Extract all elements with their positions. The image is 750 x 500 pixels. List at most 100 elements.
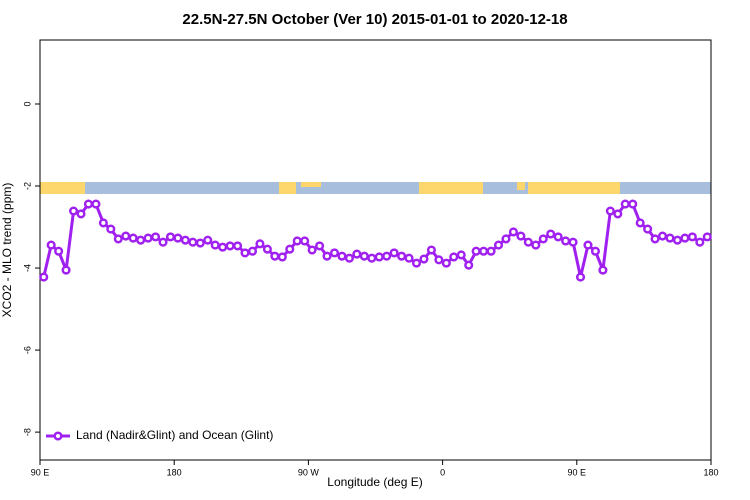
data-point: [546, 229, 556, 239]
data-point: [233, 241, 243, 251]
data-point: [680, 233, 690, 243]
data-point: [672, 235, 683, 245]
data-point: [479, 246, 489, 256]
data-point: [426, 245, 436, 255]
data-point: [83, 199, 94, 209]
data-point: [151, 232, 161, 242]
data-point: [225, 241, 235, 251]
data-point: [344, 253, 354, 263]
data-point: [523, 237, 533, 247]
data-point: [568, 237, 578, 247]
data-point: [367, 253, 377, 263]
y-tick-label: -8: [22, 428, 32, 436]
data-point: [128, 233, 138, 243]
data-point: [203, 235, 213, 245]
legend-label: Land (Nadir&Glint) and Ocean (Glint): [76, 428, 273, 442]
data-point: [613, 209, 623, 219]
data-point: [650, 234, 660, 244]
data-point: [46, 240, 56, 250]
data-point: [508, 227, 518, 237]
data-point: [605, 206, 615, 216]
data-point: [165, 232, 176, 242]
y-axis-label: XCO2 - MLO trend (ppm): [0, 183, 14, 318]
data-point: [218, 242, 228, 252]
y-tick-label: 0: [22, 101, 32, 106]
chart-title: 22.5N-27.5N October (Ver 10) 2015-01-01 …: [182, 11, 567, 28]
data-point: [516, 231, 526, 241]
data-point: [69, 206, 79, 216]
data-point: [419, 254, 429, 264]
data-point: [247, 246, 258, 256]
data-point: [397, 251, 407, 261]
data-point: [106, 224, 116, 234]
data-point: [382, 251, 392, 261]
data-point: [628, 199, 638, 209]
data-point: [210, 240, 220, 250]
data-point: [665, 233, 675, 243]
data-point: [188, 237, 198, 247]
data-point: [434, 255, 444, 265]
data-point: [456, 250, 466, 260]
y-tick-label: -4: [22, 264, 32, 272]
data-point: [195, 238, 205, 248]
data-point: [695, 237, 705, 247]
x-tick-label: 90 W: [298, 467, 320, 477]
data-point: [553, 232, 563, 242]
x-tick-label: 180: [167, 467, 182, 477]
data-point: [687, 232, 697, 242]
data-point: [158, 237, 168, 247]
land-mask-strip: [40, 182, 711, 194]
data-point: [352, 249, 362, 259]
data-point: [702, 232, 712, 242]
data-point: [285, 244, 295, 254]
data-point: [359, 251, 369, 261]
x-tick-label: 90 E: [568, 467, 587, 477]
data-point: [441, 258, 451, 268]
data-point: [471, 246, 481, 256]
data-point: [464, 260, 474, 270]
plot-frame: [39, 39, 712, 461]
legend-marker: [53, 431, 63, 441]
data-point: [180, 235, 190, 245]
data-point: [329, 248, 340, 258]
data-point: [121, 231, 131, 241]
data-point: [143, 233, 153, 243]
data-point: [322, 251, 332, 261]
data-point: [561, 236, 571, 246]
data-point: [76, 209, 86, 219]
data-point: [39, 272, 49, 282]
data-point: [315, 241, 325, 251]
data-point: [136, 235, 146, 245]
x-axis-label: Longitude (deg E): [327, 475, 422, 489]
y-tick-label: -6: [22, 346, 32, 354]
x-tick-label: 180: [703, 467, 718, 477]
data-point: [635, 218, 645, 228]
data-point: [61, 265, 71, 275]
data-point: [300, 236, 310, 246]
data-point: [643, 224, 653, 234]
y-tick-label: -2: [22, 182, 32, 190]
data-point: [91, 199, 101, 209]
data-point: [449, 252, 459, 262]
x-tick-label: 90 E: [31, 467, 50, 477]
data-point: [255, 239, 265, 249]
data-point: [389, 248, 399, 258]
data-point: [173, 233, 183, 243]
data-point: [598, 265, 608, 275]
data-point: [262, 244, 272, 254]
data-point: [404, 253, 414, 263]
data-point: [583, 240, 593, 250]
data-point: [374, 252, 384, 262]
data-point: [411, 258, 422, 268]
data-point: [54, 246, 64, 256]
data-point: [277, 252, 287, 262]
data-point: [657, 231, 668, 241]
data-point: [270, 251, 280, 261]
data-point: [531, 240, 541, 250]
data-point: [486, 246, 496, 256]
data-point: [493, 240, 504, 250]
x-tick-label: 0: [440, 467, 445, 477]
data-point: [538, 234, 548, 244]
data-point: [292, 236, 302, 246]
